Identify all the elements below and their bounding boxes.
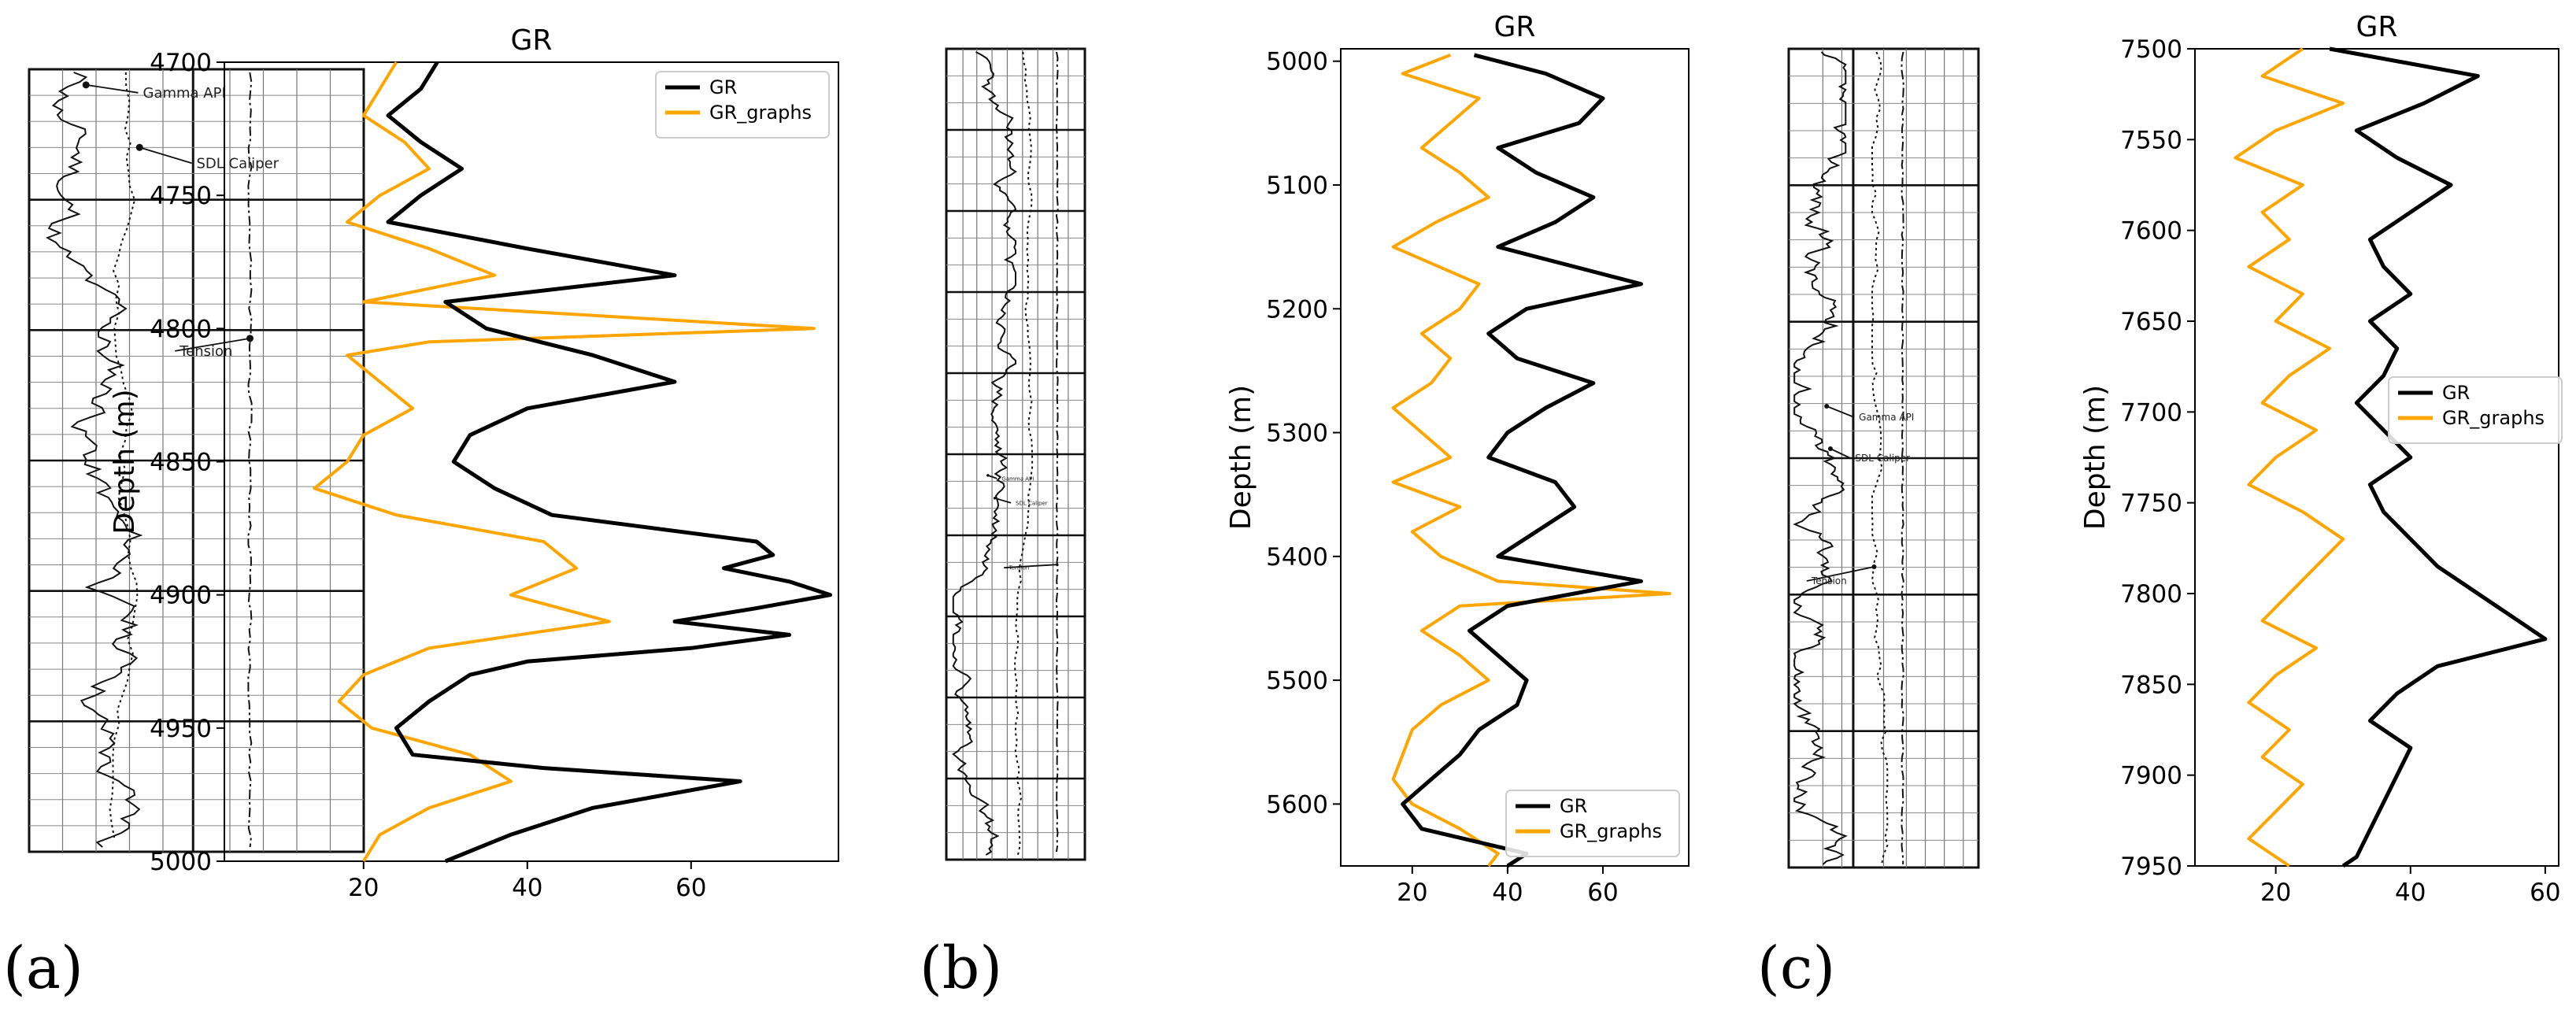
scan-gamma-trace — [1793, 51, 1848, 865]
scan-annotation-arrowhead — [986, 474, 990, 477]
y-tick-label: 4700 — [150, 49, 212, 77]
scan-annotation-leader — [1004, 564, 1057, 569]
y-axis-label: Depth (m) — [1225, 385, 1257, 530]
scan-annotation-arrowhead — [1824, 404, 1830, 409]
y-tick-label: 5200 — [1266, 295, 1328, 324]
y-tick-label: 7850 — [2120, 671, 2182, 699]
x-tick-label: 40 — [512, 874, 542, 902]
scan-annotation-label: Gamma API — [143, 85, 226, 102]
y-tick-label: 4950 — [150, 715, 212, 743]
y-tick-label: 7750 — [2120, 490, 2182, 518]
series-line-gr-graphs — [2234, 47, 2345, 868]
scan-annotation-label: Gamma API — [1001, 475, 1034, 482]
chart-title: GR — [1494, 11, 1536, 43]
gr-chart-2: 5000 5100 5200 5300 5400 5500 5600 20 40 60 GR Dept… — [1225, 11, 1690, 907]
y-tick-label: 5000 — [150, 848, 212, 876]
scan-annotation-label: SDL Caliper — [1855, 453, 1910, 464]
chart-title: GR — [511, 24, 553, 57]
series-line-gr — [2329, 46, 2548, 868]
scan-annotation-leader — [1826, 405, 1855, 418]
panel-label-b: (b) — [920, 934, 1002, 1002]
scan-gamma-trace — [952, 51, 1017, 856]
y-tick-label: 7500 — [2120, 35, 2182, 64]
chart-title: GR — [2356, 11, 2398, 43]
y-tick-label: 5300 — [1266, 420, 1328, 448]
scan-log-b: Gamma API SDL Caliper Tension — [945, 47, 1086, 861]
scan-annotation-arrowhead — [1871, 564, 1877, 569]
x-tick-label: 60 — [675, 874, 706, 902]
legend-label: GR_graphs — [2442, 407, 2545, 429]
legend-label: GR_graphs — [709, 102, 812, 124]
x-tick-label: 60 — [1587, 879, 1618, 907]
scan-annotation-label: SDL Caliper — [197, 156, 279, 172]
scan-annotation-arrowhead — [1828, 446, 1834, 451]
y-tick-label: 5400 — [1266, 543, 1328, 572]
series-line-gr — [1401, 53, 1643, 868]
series-line-gr-graphs — [313, 61, 816, 863]
y-tick-label: 5500 — [1266, 667, 1328, 695]
x-tick-label: 20 — [2260, 879, 2291, 907]
gr-chart-3: 7500 7550 7600 7650 7700 7750 7800 7850 7900 7950… — [2079, 11, 2563, 907]
y-tick-label: 5000 — [1266, 48, 1328, 76]
scan-tension-trace — [247, 72, 253, 848]
x-tick-label: 20 — [1397, 879, 1427, 907]
series-line-gr — [386, 61, 833, 864]
legend-label: GR — [709, 76, 737, 98]
scan-log-c: Gamma API SDL Caliper Tension — [1787, 47, 1980, 869]
y-tick-label: 7650 — [2120, 308, 2182, 336]
scan-annotation-arrowhead — [82, 81, 90, 89]
y-tick-label: 4850 — [150, 449, 212, 477]
gr-chart-1: 4700 4750 4800 4850 4900 4950 5000 20 40 60 GR Dept… — [109, 24, 839, 902]
x-tick-label: 20 — [348, 874, 379, 902]
panel-label-c: (c) — [1757, 934, 1835, 1002]
scan-annotation-arrowhead — [135, 143, 143, 151]
scan-annotation-label: Tension — [1008, 565, 1029, 572]
y-tick-label: 7550 — [2120, 126, 2182, 154]
x-tick-label: 40 — [1492, 879, 1523, 907]
y-tick-label: 7700 — [2120, 398, 2182, 427]
scan-annotation-leader — [86, 83, 139, 94]
scan-annotation-leader — [139, 146, 192, 165]
y-tick-label: 4750 — [150, 182, 212, 210]
scan-annotation-arrowhead — [1056, 563, 1059, 566]
y-tick-label: 7950 — [2120, 853, 2182, 881]
scan-annotation-label: Tension — [1811, 575, 1847, 586]
scan-annotation-leader — [175, 337, 250, 352]
legend-label: GR — [2442, 382, 2470, 404]
x-tick-label: 40 — [2395, 879, 2426, 907]
scan-annotation-label: Gamma API — [1859, 412, 1914, 423]
scan-annotation-arrowhead — [993, 497, 997, 500]
y-axis-label: Depth (m) — [2079, 385, 2112, 530]
x-tick-label: 60 — [2530, 879, 2560, 907]
y-tick-label: 5100 — [1266, 172, 1328, 200]
y-tick-label: 7900 — [2120, 762, 2182, 790]
legend-label: GR — [1560, 795, 1587, 817]
scan-tension-trace — [1055, 51, 1059, 853]
scan-annotation-leader — [987, 475, 997, 479]
y-tick-label: 7800 — [2120, 580, 2182, 609]
plot-frame — [2194, 48, 2559, 867]
scan-annotation-label: SDL Caliper — [1016, 500, 1048, 506]
y-tick-label: 4900 — [150, 582, 212, 610]
y-tick-label: 5600 — [1266, 790, 1328, 819]
plot-frame — [1340, 48, 1690, 867]
y-tick-label: 7600 — [2120, 217, 2182, 246]
legend-label: GR_graphs — [1560, 820, 1662, 842]
scan-annotation-leader — [994, 497, 1012, 504]
scan-annotation-leader — [1830, 448, 1851, 459]
series-line-gr-graphs — [1391, 54, 1671, 868]
y-axis-label: Depth (m) — [109, 389, 141, 534]
scan-annotation-leader — [1806, 566, 1875, 582]
scan-annotation-arrowhead — [246, 335, 254, 342]
scan-gamma-trace — [45, 72, 143, 848]
panel-label-a: (a) — [3, 934, 83, 1002]
y-tick-label: 4800 — [150, 315, 212, 343]
